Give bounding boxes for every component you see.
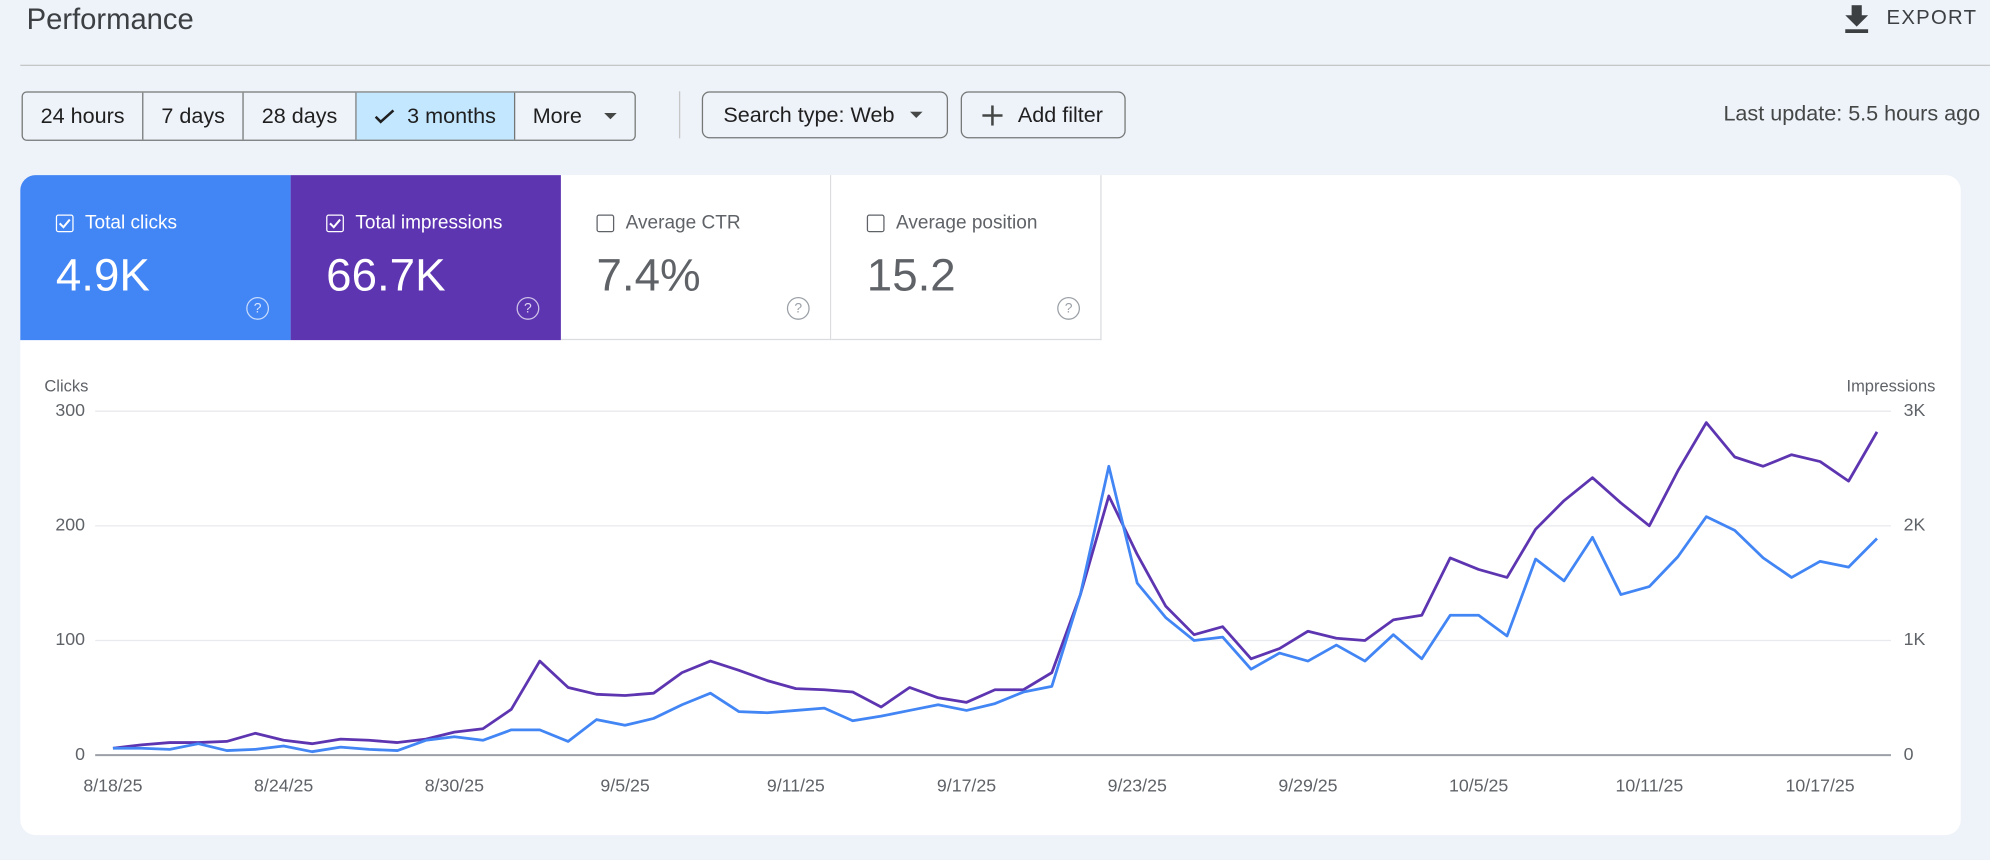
add-filter-label: Add filter (1017, 102, 1103, 127)
y2-axis-label: Impressions (1847, 377, 1936, 395)
range-chip[interactable]: 7 days (144, 92, 245, 140)
metric-label: Total clicks (85, 211, 178, 234)
search-type-label: Search type: Web (723, 102, 895, 127)
help-icon[interactable]: ? (246, 296, 270, 320)
range-label: 28 days (261, 103, 338, 128)
page-title: Performance (26, 2, 194, 36)
metric-label: Average CTR (625, 211, 741, 234)
y2-tick-label: 2K (1904, 515, 1926, 535)
x-tick-label: 8/30/25 (425, 776, 484, 796)
x-tick-label: 8/18/25 (83, 776, 142, 796)
checkbox[interactable] (326, 213, 344, 232)
question-mark: ? (794, 300, 802, 316)
y-axis-label: Clicks (44, 377, 88, 395)
export-button[interactable]: EXPORT (1843, 5, 1977, 33)
checkbox[interactable] (55, 213, 74, 232)
range-label: 7 days (161, 103, 225, 128)
metric-value: 7.4% (596, 248, 701, 301)
x-tick-label: 9/11/25 (767, 776, 825, 796)
svg-text:?: ? (794, 300, 802, 316)
question-mark: ? (524, 300, 532, 316)
export-label: EXPORT (1886, 7, 1978, 30)
metric-value: 66.7K (326, 248, 446, 301)
checkbox[interactable] (596, 213, 615, 232)
x-tick-label: 9/5/25 (600, 776, 649, 796)
y-tick-label: 200 (55, 515, 85, 535)
x-tick-label: 9/29/25 (1278, 776, 1337, 796)
metric-value: 4.9K (55, 248, 150, 301)
metric-label-row: Total impressions (326, 212, 502, 234)
date-range-group: 24 hours 7 days 28 days 3 months More (21, 91, 637, 141)
caret (604, 112, 618, 119)
y2-tick-label: 1K (1904, 629, 1926, 649)
range-label: 3 months (407, 103, 496, 128)
range-label: More (532, 103, 582, 128)
add-filter-button[interactable]: Add filter (960, 91, 1126, 139)
metric-label-row: Average position (866, 211, 1038, 234)
metric-value: 15.2 (866, 248, 956, 301)
series-line (112, 464, 1878, 754)
y2-tick-label: 0 (1904, 744, 1914, 764)
metric-card[interactable]: Average position 15.2? (831, 175, 1102, 341)
plus-icon (982, 104, 1003, 126)
range-chip[interactable]: 3 months (356, 92, 515, 140)
y-tick-label: 300 (55, 400, 85, 420)
range-chip[interactable]: More (515, 93, 635, 140)
check-icon (374, 108, 395, 123)
question-mark: ? (1065, 300, 1073, 316)
x-tick-label: 10/11/25 (1615, 776, 1683, 796)
x-tick-label: 10/17/25 (1786, 776, 1855, 796)
download-icon (1844, 5, 1868, 33)
x-tick-label: 9/17/25 (937, 776, 996, 796)
range-chip[interactable]: 24 hours (23, 92, 144, 140)
checkbox[interactable] (866, 213, 885, 232)
y-tick-label: 0 (75, 744, 85, 764)
series-line (112, 421, 1879, 750)
divider (20, 64, 1990, 66)
metric-label: Average position (895, 211, 1038, 234)
y2-tick-label: 3K (1904, 400, 1926, 420)
metric-label-row: Total clicks (55, 211, 178, 234)
check-icon (329, 218, 341, 228)
svg-text:?: ? (1065, 300, 1073, 316)
help-icon[interactable]: ? (786, 296, 810, 320)
x-tick-label: 10/5/25 (1449, 776, 1508, 796)
range-label: 24 hours (40, 103, 125, 128)
metric-card[interactable]: Total clicks 4.9K? (20, 175, 291, 341)
check-icon (58, 218, 71, 228)
help-icon[interactable]: ? (516, 296, 540, 320)
x-tick-label: 9/23/25 (1108, 776, 1167, 796)
metric-label: Total impressions (355, 211, 503, 234)
x-tick-label: 8/24/25 (254, 776, 313, 796)
metric-card[interactable]: Average CTR 7.4%? (560, 175, 832, 341)
help-icon[interactable]: ? (1057, 296, 1081, 320)
svg-text:?: ? (254, 300, 262, 316)
metric-card[interactable]: Total impressions 66.7K? (290, 175, 561, 341)
divider (678, 91, 681, 139)
y-tick-label: 100 (55, 629, 85, 649)
range-chip[interactable]: 28 days (244, 92, 357, 140)
svg-text:?: ? (524, 300, 532, 316)
caret (909, 111, 923, 118)
question-mark: ? (254, 300, 262, 316)
metric-label-row: Average CTR (596, 211, 741, 234)
last-update: Last update: 5.5 hours ago (1723, 101, 1981, 126)
search-type-button[interactable]: Search type: Web (701, 91, 949, 139)
